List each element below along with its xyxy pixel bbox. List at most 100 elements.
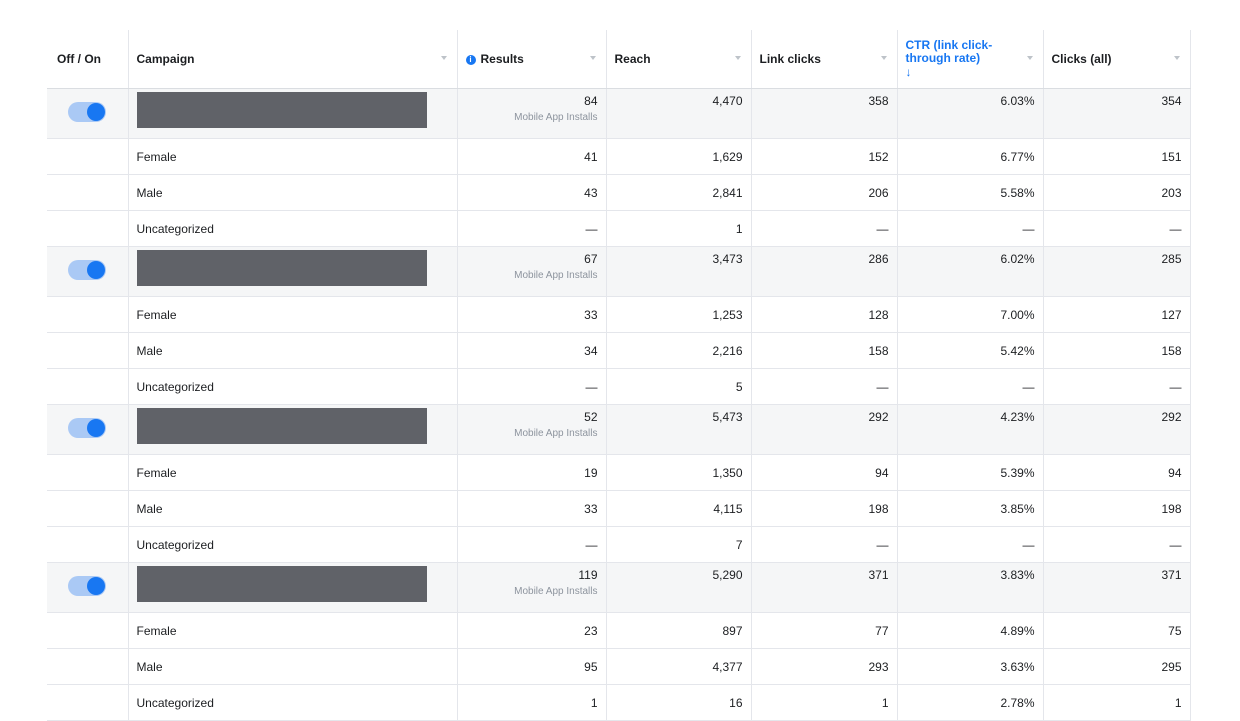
- metric-cell: 5,290: [606, 562, 752, 613]
- on-off-toggle[interactable]: [68, 102, 107, 122]
- metric-cell: 1: [606, 210, 752, 247]
- metric-cell: 295: [1043, 648, 1191, 685]
- name-cell: Female: [128, 454, 458, 491]
- breakdown-label: Uncategorized: [136, 695, 214, 710]
- metric-cell: 1: [1043, 684, 1191, 721]
- column-header[interactable]: i Results: [457, 30, 607, 89]
- toggle-cell: [47, 332, 129, 369]
- metric-value: 2,841: [712, 185, 743, 200]
- column-title: Off / On: [57, 52, 101, 66]
- name-cell: [128, 88, 458, 139]
- metric-cell: 292: [1043, 404, 1191, 455]
- metric-value: 43: [584, 185, 598, 200]
- table-body: 84 Mobile App Installs 4,470 358 6.03% 354 Fem…: [47, 88, 1191, 721]
- campaign-row: 84 Mobile App Installs 4,470 358 6.03% 354: [47, 88, 1191, 139]
- column-title: Results: [480, 52, 524, 66]
- breakdown-label: Male: [136, 185, 163, 200]
- metric-cell: 5,473: [606, 404, 752, 455]
- campaign-row: 52 Mobile App Installs 5,473 292 4.23% 292: [47, 404, 1191, 455]
- metric-value: 94: [875, 465, 889, 480]
- metric-cell: —: [1043, 210, 1191, 247]
- name-cell: Male: [128, 332, 458, 369]
- metric-cell: 5.58%: [897, 174, 1044, 211]
- metric-value: 6.77%: [1000, 149, 1035, 164]
- name-cell: [128, 246, 458, 297]
- metric-cell: 151: [1043, 138, 1191, 175]
- metric-value: 127: [1161, 307, 1182, 322]
- metric-cell: 5.42%: [897, 332, 1044, 369]
- breakdown-label: Male: [136, 501, 163, 516]
- metric-cell: 1: [457, 684, 607, 721]
- metric-cell: —: [897, 210, 1044, 247]
- metric-value: 5.39%: [1000, 465, 1035, 480]
- metric-cell: 371: [751, 562, 898, 613]
- toggle-cell: [47, 246, 129, 297]
- column-header[interactable]: Link clicks: [751, 30, 898, 89]
- metric-value: 371: [1161, 568, 1182, 582]
- metric-cell: 5: [606, 368, 752, 405]
- on-off-toggle[interactable]: [68, 260, 107, 280]
- sort-chevron: [1173, 56, 1180, 60]
- metric-value: 5.42%: [1000, 343, 1035, 358]
- metric-cell: 292: [751, 404, 898, 455]
- metric-cell: 285: [1043, 246, 1191, 297]
- metric-cell: 3,473: [606, 246, 752, 297]
- breakdown-row: Female 23 897 77 4.89% 75: [47, 612, 1191, 649]
- metric-cell: 52 Mobile App Installs: [457, 404, 607, 455]
- column-header[interactable]: CTR (link click-through rate) ↓: [897, 30, 1044, 89]
- metric-value: 4,115: [713, 501, 743, 516]
- breakdown-row: Male 33 4,115 198 3.85% 198: [47, 490, 1191, 527]
- metric-cell: 5.39%: [897, 454, 1044, 491]
- metric-value: 16: [729, 695, 743, 710]
- name-cell: Uncategorized: [128, 210, 458, 247]
- metric-value: 1: [735, 221, 743, 236]
- metric-cell: 7.00%: [897, 296, 1044, 333]
- metric-value: —: [1022, 537, 1035, 552]
- metric-value: 371: [868, 568, 889, 582]
- metric-value: 7: [735, 537, 743, 552]
- column-header[interactable]: Off / On: [47, 30, 129, 89]
- metric-value: 84: [584, 94, 598, 108]
- breakdown-label: Female: [136, 307, 177, 322]
- on-off-toggle[interactable]: [68, 418, 107, 438]
- column-header[interactable]: Reach: [606, 30, 752, 89]
- name-cell: [128, 404, 458, 455]
- metric-cell: 128: [751, 296, 898, 333]
- metric-value: 358: [868, 94, 889, 108]
- sort-chevron: [589, 56, 596, 60]
- ads-table: Off / On Campaign i Results Reach Link clicks…: [47, 30, 1191, 721]
- metric-cell: 2,216: [606, 332, 752, 369]
- metric-cell: 4.89%: [897, 612, 1044, 649]
- column-header[interactable]: Clicks (all): [1043, 30, 1191, 89]
- metric-value: 293: [868, 659, 889, 674]
- metric-cell: 4,377: [606, 648, 752, 685]
- metric-cell: 1,253: [606, 296, 752, 333]
- metric-value: 1,253: [712, 307, 743, 322]
- breakdown-row: Male 34 2,216 158 5.42% 158: [47, 332, 1191, 369]
- name-cell: Male: [128, 490, 458, 527]
- metric-value: 3.63%: [1000, 659, 1035, 674]
- metric-value: —: [585, 221, 598, 236]
- metric-value: 292: [1161, 410, 1182, 424]
- column-title: CTR (link click-through rate): [905, 38, 993, 65]
- metric-cell: 16: [606, 684, 752, 721]
- metric-cell: 4,115: [606, 490, 752, 527]
- metric-cell: 3.85%: [897, 490, 1044, 527]
- metric-value: 4,377: [712, 659, 743, 674]
- metric-cell: 67 Mobile App Installs: [457, 246, 607, 297]
- column-header[interactable]: Campaign: [128, 30, 458, 89]
- toggle-cell: [47, 404, 129, 455]
- metric-cell: 1: [751, 684, 898, 721]
- on-off-toggle[interactable]: [68, 576, 107, 596]
- metric-value: 5.58%: [1000, 185, 1035, 200]
- metric-value: —: [1169, 221, 1182, 236]
- metric-cell: 94: [751, 454, 898, 491]
- metric-value: 6.02%: [1000, 252, 1035, 266]
- breakdown-row: Uncategorized 1 16 1 2.78% 1: [47, 684, 1191, 721]
- result-type: Mobile App Installs: [514, 428, 598, 439]
- metric-cell: 4,470: [606, 88, 752, 139]
- metric-cell: 198: [751, 490, 898, 527]
- metric-cell: 84 Mobile App Installs: [457, 88, 607, 139]
- metric-value: —: [1169, 379, 1182, 394]
- metric-cell: 6.77%: [897, 138, 1044, 175]
